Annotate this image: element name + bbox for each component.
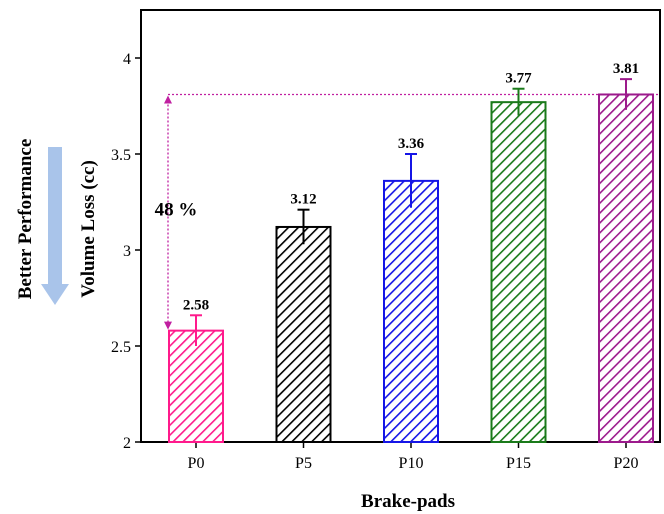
x-tick-label: P5	[295, 455, 312, 472]
error-bars	[190, 78, 632, 346]
reference-annotation: 48 %	[155, 93, 658, 330]
y-axis-label: Volume Loss (cc)	[78, 160, 99, 298]
improvement-label: 48 %	[155, 199, 198, 220]
x-tick-label: P0	[188, 455, 205, 472]
value-label-p20: 3.81	[613, 61, 639, 77]
value-label-p5: 3.12	[290, 192, 316, 208]
arrow-down-icon	[164, 321, 172, 330]
value-label-p10: 3.36	[398, 136, 425, 152]
x-axis: P0 P5 P10 P15 P20	[188, 442, 639, 472]
value-label-p15: 3.77	[505, 71, 532, 87]
x-tick-label: P15	[506, 455, 531, 472]
y-tick-label: 2	[123, 435, 131, 452]
x-axis-label: Brake-pads	[361, 491, 455, 512]
bar-p15	[490, 101, 547, 443]
down-arrow-icon	[41, 284, 69, 305]
y-tick-label: 4	[123, 51, 131, 68]
y-tick-label: 3.5	[111, 147, 131, 164]
down-arrow-shaft	[48, 147, 62, 285]
arrow-up-icon	[164, 95, 172, 104]
y-axis: 2 2.5 3 3.5 4	[111, 51, 141, 452]
bar-p10	[383, 179, 439, 443]
x-tick-label: P20	[614, 455, 639, 472]
bar-p0	[168, 329, 224, 444]
value-label-p0: 2.58	[183, 297, 209, 313]
value-labels: 2.58 3.12 3.36 3.77 3.81	[183, 61, 639, 313]
better-performance-annotation: Better Performance	[15, 139, 69, 305]
y-tick-label: 3	[123, 243, 131, 260]
bar-p20	[598, 93, 654, 443]
y-tick-label: 2.5	[111, 339, 131, 356]
bar-p5	[275, 225, 332, 443]
x-tick-label: P10	[399, 455, 424, 472]
better-performance-label: Better Performance	[15, 139, 36, 300]
